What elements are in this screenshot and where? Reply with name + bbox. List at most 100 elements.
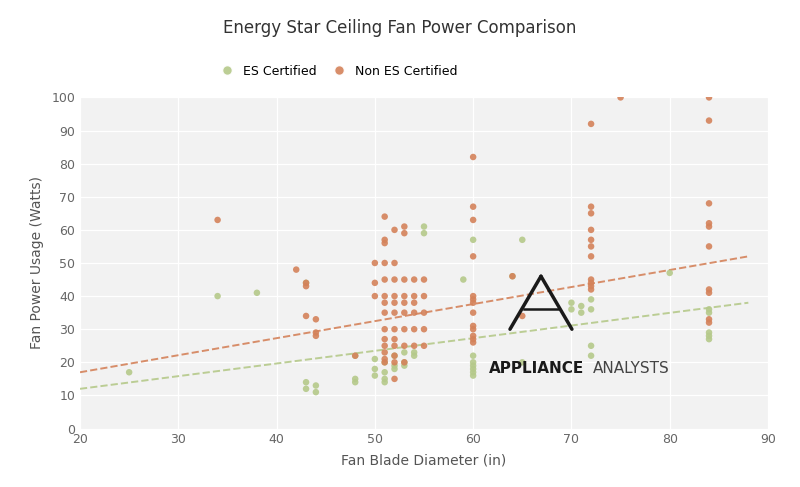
Point [388,292,401,300]
Point [408,342,421,350]
Point [378,239,391,247]
Point [418,342,430,350]
Point [398,229,410,237]
Point [466,203,479,210]
Point [585,282,598,290]
Point [702,329,715,337]
Point [378,358,391,366]
Point [702,219,715,227]
Point [466,365,479,373]
Point [466,352,479,359]
Point [378,325,391,333]
Point [310,316,322,323]
Point [300,282,313,290]
Point [398,309,410,317]
Point [378,342,391,350]
Point [398,276,410,283]
Point [702,318,715,326]
Point [585,209,598,217]
Point [310,332,322,340]
Point [702,223,715,230]
Point [585,120,598,128]
Point [349,375,362,383]
Point [663,269,676,277]
Point [466,153,479,161]
Point [702,316,715,323]
Point [466,296,479,303]
Point [466,292,479,300]
Point [369,355,382,363]
Point [516,312,529,320]
Point [378,368,391,376]
Point [300,312,313,320]
Point [388,358,401,366]
Text: ANALYSTS: ANALYSTS [593,361,670,376]
Point [466,252,479,260]
Point [408,292,421,300]
Point [349,352,362,359]
Point [300,378,313,386]
Point [388,375,401,383]
Point [516,236,529,244]
Point [398,325,410,333]
Point [466,362,479,370]
Point [378,375,391,383]
Point [378,335,391,343]
Point [398,362,410,370]
Point [300,279,313,287]
Point [585,252,598,260]
Point [369,292,382,300]
Point [418,292,430,300]
Point [585,226,598,234]
Point [702,94,715,101]
Point [378,276,391,283]
Point [585,296,598,303]
Point [378,299,391,307]
Point [702,117,715,125]
Point [466,332,479,340]
Point [378,292,391,300]
Point [388,352,401,359]
Point [349,378,362,386]
Point [211,292,224,300]
X-axis label: Fan Blade Diameter (in): Fan Blade Diameter (in) [342,453,506,468]
Point [300,279,313,287]
Legend: ES Certified, Non ES Certified: ES Certified, Non ES Certified [209,60,463,83]
Point [378,358,391,366]
Point [369,365,382,373]
Point [398,223,410,230]
Point [466,299,479,307]
Point [388,309,401,317]
Point [506,272,519,280]
Point [702,289,715,297]
Point [466,372,479,379]
Point [585,243,598,250]
Point [388,342,401,350]
Point [378,213,391,221]
Point [300,385,313,393]
Point [408,276,421,283]
Point [369,372,382,379]
Y-axis label: Fan Power Usage (Watts): Fan Power Usage (Watts) [30,176,44,350]
Point [378,355,391,363]
Point [466,335,479,343]
Point [388,362,401,370]
Point [290,266,302,274]
Point [565,305,578,313]
Point [369,259,382,267]
Point [418,309,430,317]
Point [466,309,479,317]
Point [418,223,430,230]
Point [388,259,401,267]
Point [466,216,479,224]
Point [398,358,410,366]
Point [585,342,598,350]
Point [516,358,529,366]
Point [250,289,263,297]
Point [378,259,391,267]
Point [418,276,430,283]
Point [585,276,598,283]
Point [585,279,598,287]
Point [388,365,401,373]
Point [388,325,401,333]
